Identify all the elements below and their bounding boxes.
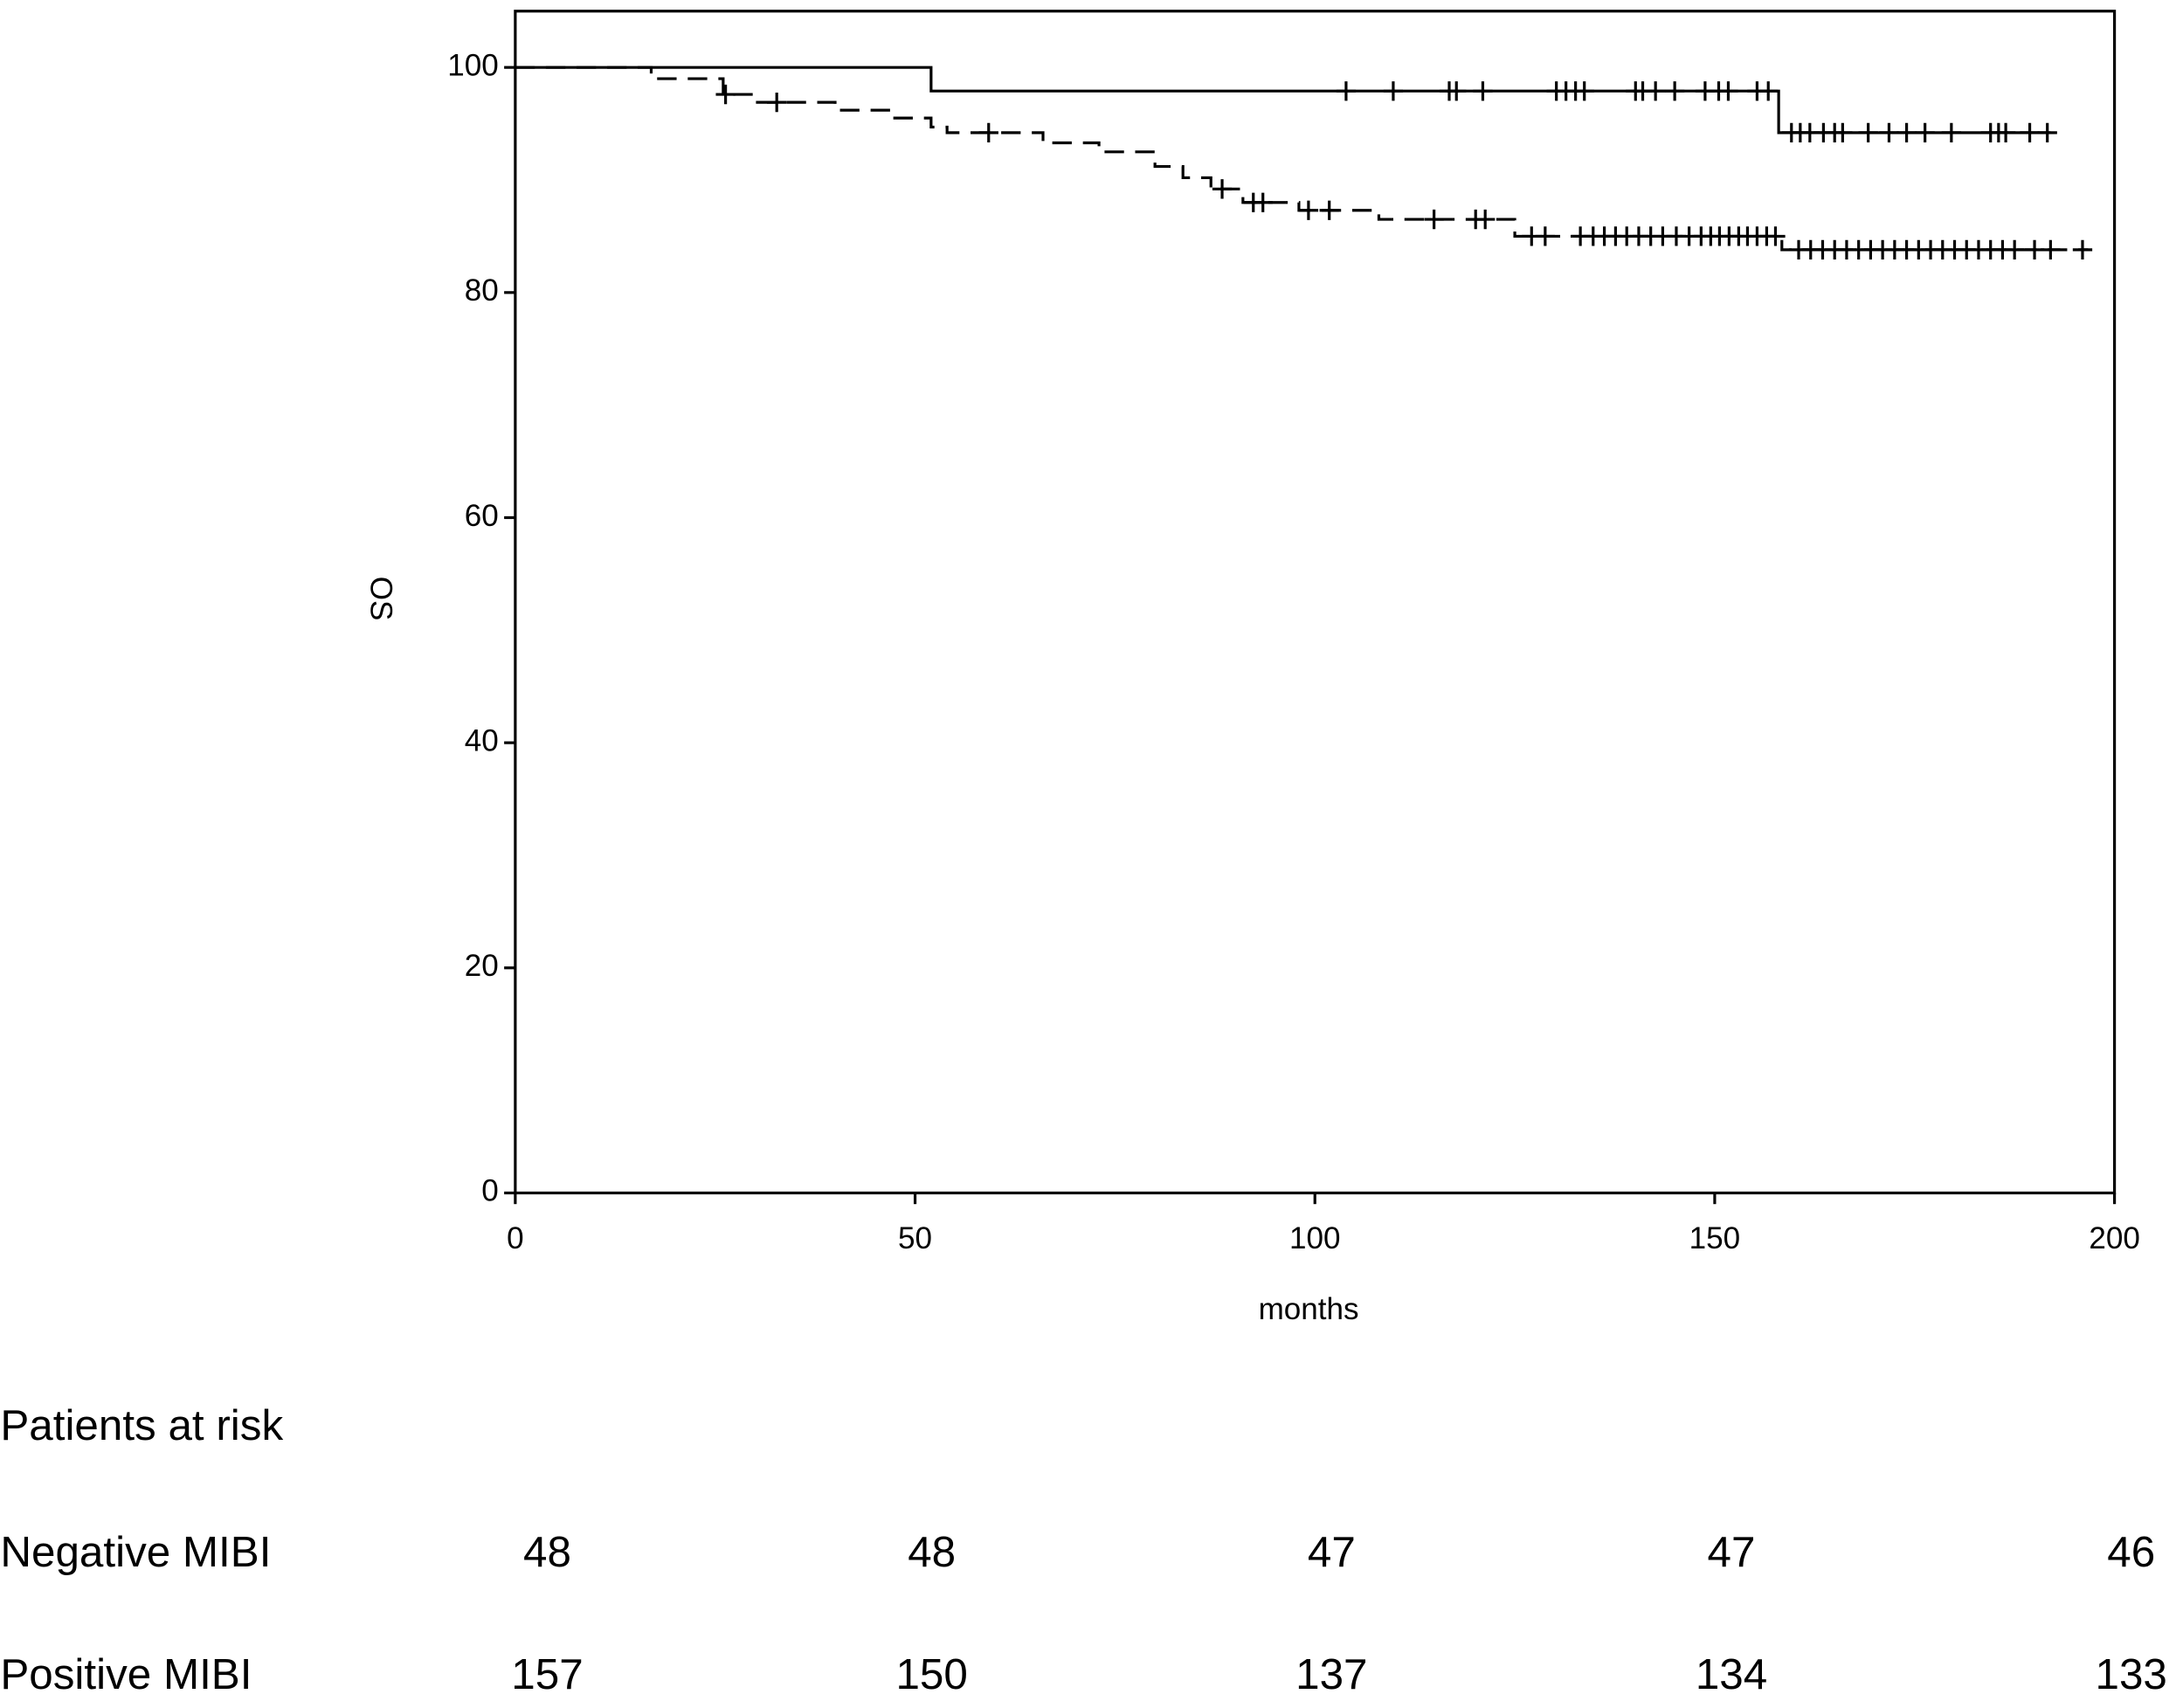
censor-mark [1298, 200, 1319, 220]
censor-mark [1319, 200, 1339, 220]
y-tick-label: 40 [465, 723, 499, 757]
y-tick-label: 0 [481, 1174, 499, 1208]
censor-mark [1664, 81, 1685, 101]
censor-mark [2005, 239, 2025, 260]
x-tick-label: 200 [2089, 1221, 2139, 1255]
risk-count: 46 [2107, 1528, 2155, 1576]
x-axis-label: months [1259, 1292, 1359, 1326]
censor-mark [1475, 209, 1496, 230]
risk-count: 48 [908, 1528, 956, 1576]
censor-mark [1858, 122, 1878, 143]
plot-frame [514, 10, 2117, 1195]
censor-mark [1336, 81, 1357, 101]
censor-mark [2072, 239, 2093, 260]
censor-mark [1941, 122, 1962, 143]
y-axis-label: OS [363, 577, 397, 621]
risk-count: 157 [511, 1650, 583, 1698]
censor-mark [1253, 192, 1273, 212]
x-tick-label: 100 [1289, 1221, 1340, 1255]
censor-mark [1424, 209, 1444, 230]
censor-mark [1879, 122, 1899, 143]
censor-mark [767, 92, 787, 113]
risk-count: 134 [1696, 1650, 1767, 1698]
censor-mark [1447, 81, 1467, 101]
censor-mark [1383, 81, 1404, 101]
y-tick-label: 20 [465, 949, 499, 983]
survival-line [515, 66, 2051, 135]
risk-count: 47 [1708, 1528, 1756, 1576]
censor-mark [1646, 81, 1666, 101]
censor-mark [1896, 122, 1917, 143]
censor-mark [1574, 81, 1594, 101]
censor-mark [2041, 239, 2061, 260]
risk-row-label: Positive MIBI [0, 1650, 252, 1698]
y-tick-label: 100 [447, 48, 498, 82]
censor-mark [1833, 122, 1853, 143]
censor-mark [1718, 81, 1738, 101]
risk-count: 137 [1295, 1650, 1367, 1698]
censor-mark [1915, 122, 1935, 143]
risk-count: 48 [523, 1528, 571, 1576]
y-tick-label: 60 [465, 499, 499, 533]
censor-mark [1473, 81, 1493, 101]
censor-mark [1765, 226, 1786, 246]
censor-mark [2020, 122, 2040, 143]
risk-count: 47 [1308, 1528, 1356, 1576]
survival-line [515, 66, 2089, 252]
risk-row-label: Negative MIBI [0, 1528, 271, 1576]
x-tick-label: 50 [898, 1221, 932, 1255]
censor-mark [2037, 122, 2057, 143]
y-tick-label: 80 [465, 273, 499, 308]
x-tick-label: 150 [1689, 1221, 1740, 1255]
censor-mark [715, 84, 736, 105]
risk-table-title: Patients at risk [0, 1401, 283, 1449]
risk-count: 133 [2096, 1650, 2167, 1698]
censor-mark [1212, 179, 1233, 199]
censor-mark [1535, 226, 1556, 246]
censor-mark [978, 122, 998, 143]
risk-count: 150 [895, 1650, 967, 1698]
censor-mark [1995, 122, 2016, 143]
censor-mark [1758, 81, 1779, 101]
x-tick-label: 0 [507, 1221, 524, 1255]
